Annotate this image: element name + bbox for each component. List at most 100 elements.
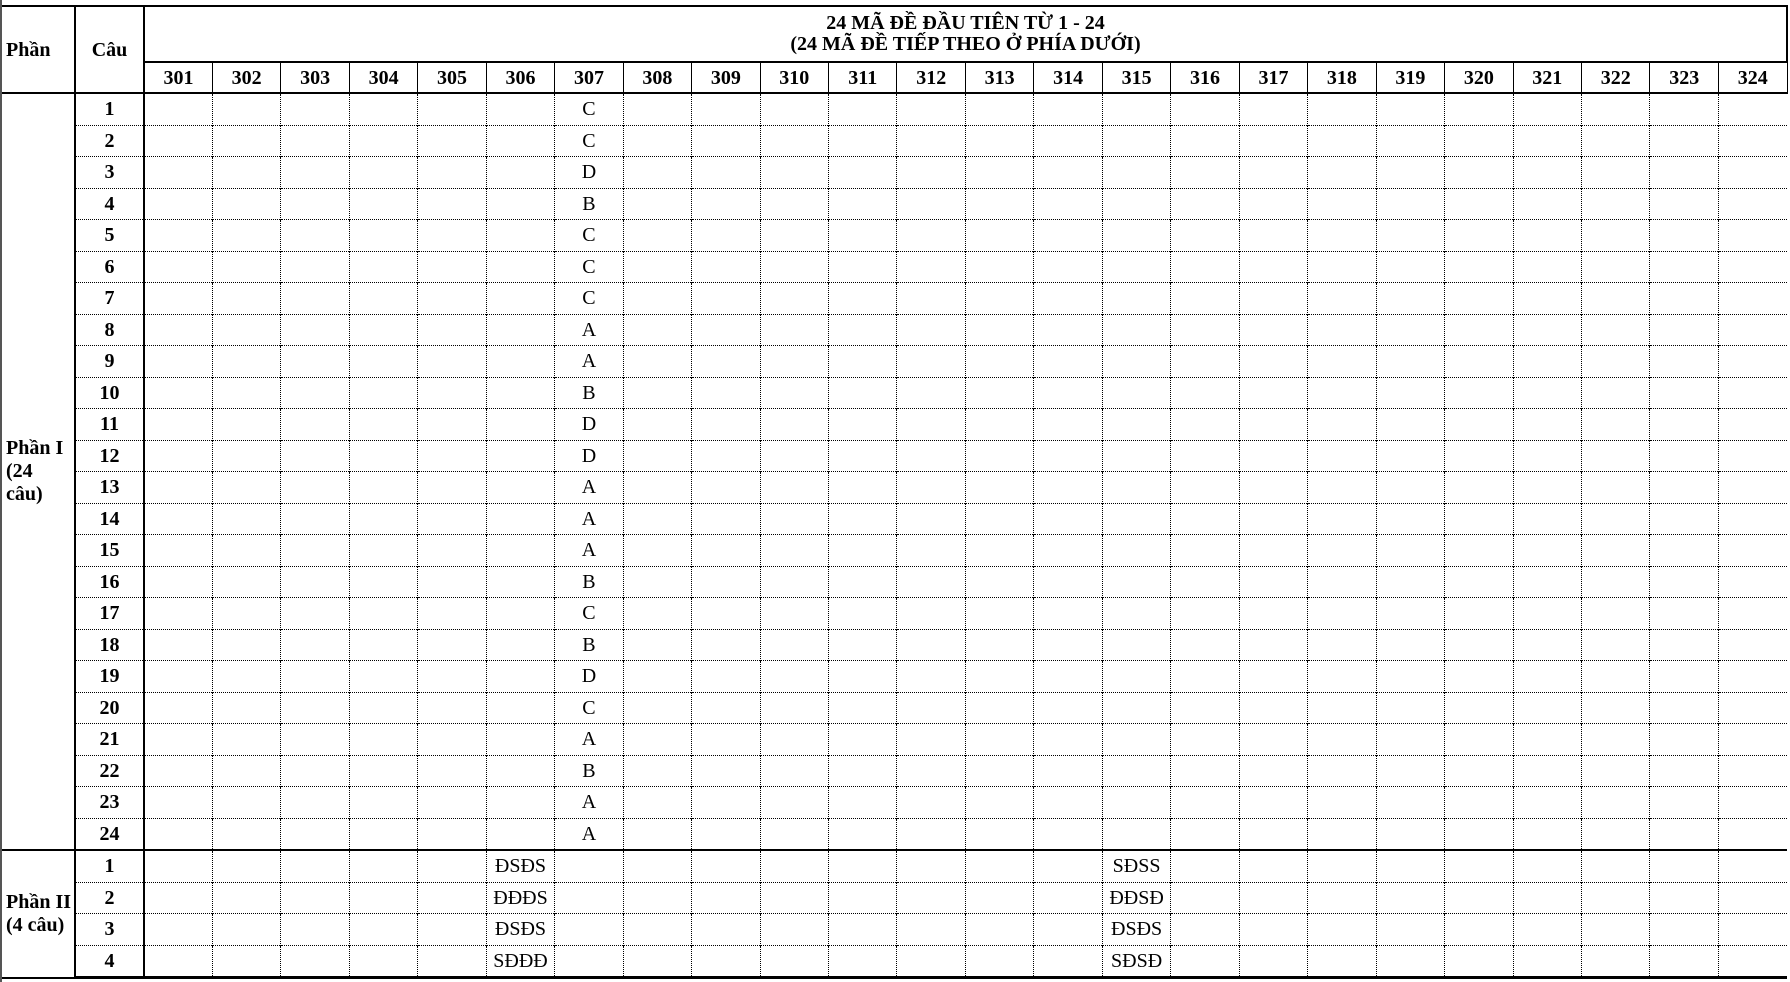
answer-cell-307: B: [554, 565, 624, 598]
answer-cell-322: [1581, 471, 1650, 503]
answer-cell-312: [896, 849, 966, 882]
answer-cell-311: [828, 471, 897, 503]
answer-cell-308: [622, 881, 692, 914]
answer-cell-323: [1649, 439, 1719, 472]
answer-cell-301: [144, 408, 213, 440]
answer-cell-317: [1238, 124, 1308, 157]
answer-cell-316: [1170, 93, 1240, 125]
answer-cell-309: [691, 691, 761, 724]
answer-cell-314: [1033, 817, 1103, 850]
answer-cell-306: [485, 250, 555, 283]
answer-cell-308: [622, 849, 692, 882]
section-label: Phần I (24 câu): [2, 92, 76, 851]
answer-cell-314: [1033, 881, 1103, 914]
answer-cell-307: A: [554, 313, 624, 346]
answer-cell-310: [759, 345, 829, 377]
answer-cell-304: [348, 944, 418, 979]
answer-cell-308: [622, 439, 692, 472]
answer-cell-301: [144, 660, 213, 692]
answer-cell-316: [1170, 660, 1240, 692]
answer-cell-324: [1717, 408, 1787, 440]
answer-cell-324: [1717, 565, 1787, 598]
answer-cell-302: [211, 408, 281, 440]
answer-cell-312: [896, 408, 966, 440]
answer-cell-319: [1375, 471, 1445, 503]
answer-cell-310: [759, 250, 829, 283]
answer-cell-321: [1512, 565, 1582, 598]
answer-cell-317: [1238, 849, 1308, 882]
answer-cell-301: [144, 881, 213, 914]
answer-cell-306: [485, 691, 555, 724]
answer-cell-321: [1512, 786, 1582, 818]
answer-cell-307: [554, 849, 624, 882]
answer-cell-316: [1170, 408, 1240, 440]
answer-row: 18 B: [2, 628, 1787, 661]
answer-cell-324: [1717, 187, 1787, 220]
answer-cell-309: [691, 345, 761, 377]
answer-cell-321: [1512, 439, 1582, 472]
answer-cell-311: [828, 691, 897, 724]
answer-cell-315: [1101, 660, 1171, 692]
answer-cell-310: [759, 219, 829, 251]
exam-code-header-302: 302: [211, 61, 282, 94]
question-number: 6: [74, 250, 145, 283]
answer-cell-320: [1444, 502, 1514, 535]
section-label: Phần II (4 câu): [2, 849, 76, 979]
answer-cell-319: [1375, 565, 1445, 598]
answer-cell-322: [1581, 881, 1650, 914]
answer-cell-309: [691, 471, 761, 503]
answer-cell-324: [1717, 881, 1787, 914]
answer-cell-318: [1307, 660, 1377, 692]
answer-cell-304: [348, 881, 418, 914]
answer-cell-323: [1649, 219, 1719, 251]
answer-cell-309: [691, 944, 761, 979]
answer-cell-320: [1444, 376, 1514, 409]
answer-cell-310: [759, 913, 829, 945]
answer-cell-303: [280, 944, 350, 979]
answer-cell-316: [1170, 691, 1240, 724]
answer-cell-309: [691, 219, 761, 251]
answer-cell-311: [828, 534, 897, 566]
answer-cell-311: [828, 565, 897, 598]
answer-cell-307: C: [554, 282, 624, 314]
answer-row: 12 D: [2, 439, 1787, 472]
answer-cell-307: D: [554, 156, 624, 188]
answer-cell-324: [1717, 723, 1787, 755]
answer-cell-306: [485, 439, 555, 472]
answer-cell-301: [144, 502, 213, 535]
answer-cell-315: [1101, 502, 1171, 535]
answer-cell-301: [144, 913, 213, 945]
section-label-line-1: Phần II: [6, 890, 72, 913]
answer-cell-313: [964, 817, 1034, 850]
answer-cell-303: [280, 597, 350, 629]
exam-code-header-308: 308: [622, 61, 693, 94]
answer-cell-312: [896, 628, 966, 661]
answer-cell-302: [211, 502, 281, 535]
answer-cell-317: [1238, 471, 1308, 503]
answer-cell-301: [144, 219, 213, 251]
answer-cell-315: ĐSĐS: [1101, 913, 1171, 945]
answer-row: 10 B: [2, 376, 1787, 409]
answer-cell-322: [1581, 282, 1650, 314]
answer-cell-307: A: [554, 502, 624, 535]
answer-cell-308: [622, 187, 692, 220]
answer-cell-309: [691, 313, 761, 346]
answer-cell-310: [759, 502, 829, 535]
answer-cell-324: [1717, 93, 1787, 125]
answer-cell-311: [828, 219, 897, 251]
answer-cell-311: [828, 628, 897, 661]
question-number: 16: [74, 565, 145, 598]
answer-cell-309: [691, 786, 761, 818]
answer-cell-305: [417, 534, 487, 566]
answer-cell-304: [348, 93, 418, 125]
answer-cell-313: [964, 597, 1034, 629]
answer-cell-312: [896, 786, 966, 818]
answer-cell-322: [1581, 597, 1650, 629]
answer-key-table: Phần Câu 24 MÃ ĐỀ ĐẦU TIÊN TỪ 1 - 24 (24…: [2, 5, 1788, 979]
answer-cell-307: A: [554, 471, 624, 503]
answer-cell-319: [1375, 93, 1445, 125]
answer-cell-309: [691, 156, 761, 188]
answer-cell-305: [417, 376, 487, 409]
answer-cell-308: [622, 944, 692, 979]
